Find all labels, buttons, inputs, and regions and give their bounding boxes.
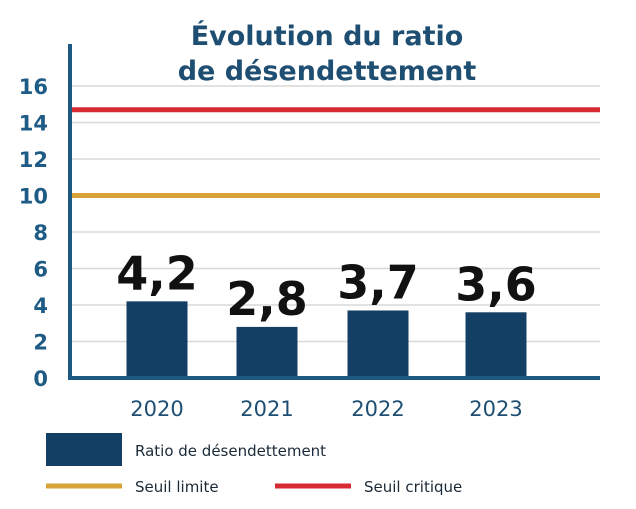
y-tick-label-14: 14 [19,112,48,136]
data-label-2023: 3,6 [455,257,537,311]
legend-label-bars: Ratio de désendettement [135,442,326,460]
x-tick-label-2023: 2023 [469,397,522,421]
bar-2023 [465,312,527,378]
y-tick-label-16: 16 [19,75,48,99]
x-tick-labels: 2020 2021 2022 2023 [130,397,522,421]
bar-2022 [347,310,409,378]
axes [68,44,600,380]
data-label-2020: 4,2 [116,246,198,300]
legend-label-seuil-limite: Seuil limite [135,478,219,496]
y-tick-label-12: 12 [19,148,48,172]
bars [126,301,527,378]
y-tick-label-2: 2 [33,331,48,355]
chart-title-line-1: Évolution du ratio [191,20,464,52]
x-tick-label-2020: 2020 [130,397,183,421]
legend: Ratio de désendettement Seuil limite Seu… [46,433,462,496]
chart-title-line-2: de désendettement [178,56,477,87]
y-tick-label-6: 6 [33,258,48,282]
y-tick-label-10: 10 [19,185,48,209]
x-tick-label-2021: 2021 [240,397,293,421]
y-tick-label-4: 4 [33,294,48,318]
legend-label-seuil-critique: Seuil critique [364,478,462,496]
data-label-2021: 2,8 [226,272,308,326]
legend-swatch-bars [46,433,122,466]
data-label-2022: 3,7 [337,255,419,309]
data-labels: 4,2 2,8 3,7 3,6 [116,246,537,326]
bar-2021 [236,326,298,378]
threshold-lines [70,107,600,198]
y-tick-label-0: 0 [33,367,48,391]
y-tick-labels: 0 2 4 6 8 10 12 14 16 [19,75,48,391]
y-tick-label-8: 8 [33,221,48,245]
x-tick-label-2022: 2022 [351,397,404,421]
bar-2020 [126,301,188,378]
